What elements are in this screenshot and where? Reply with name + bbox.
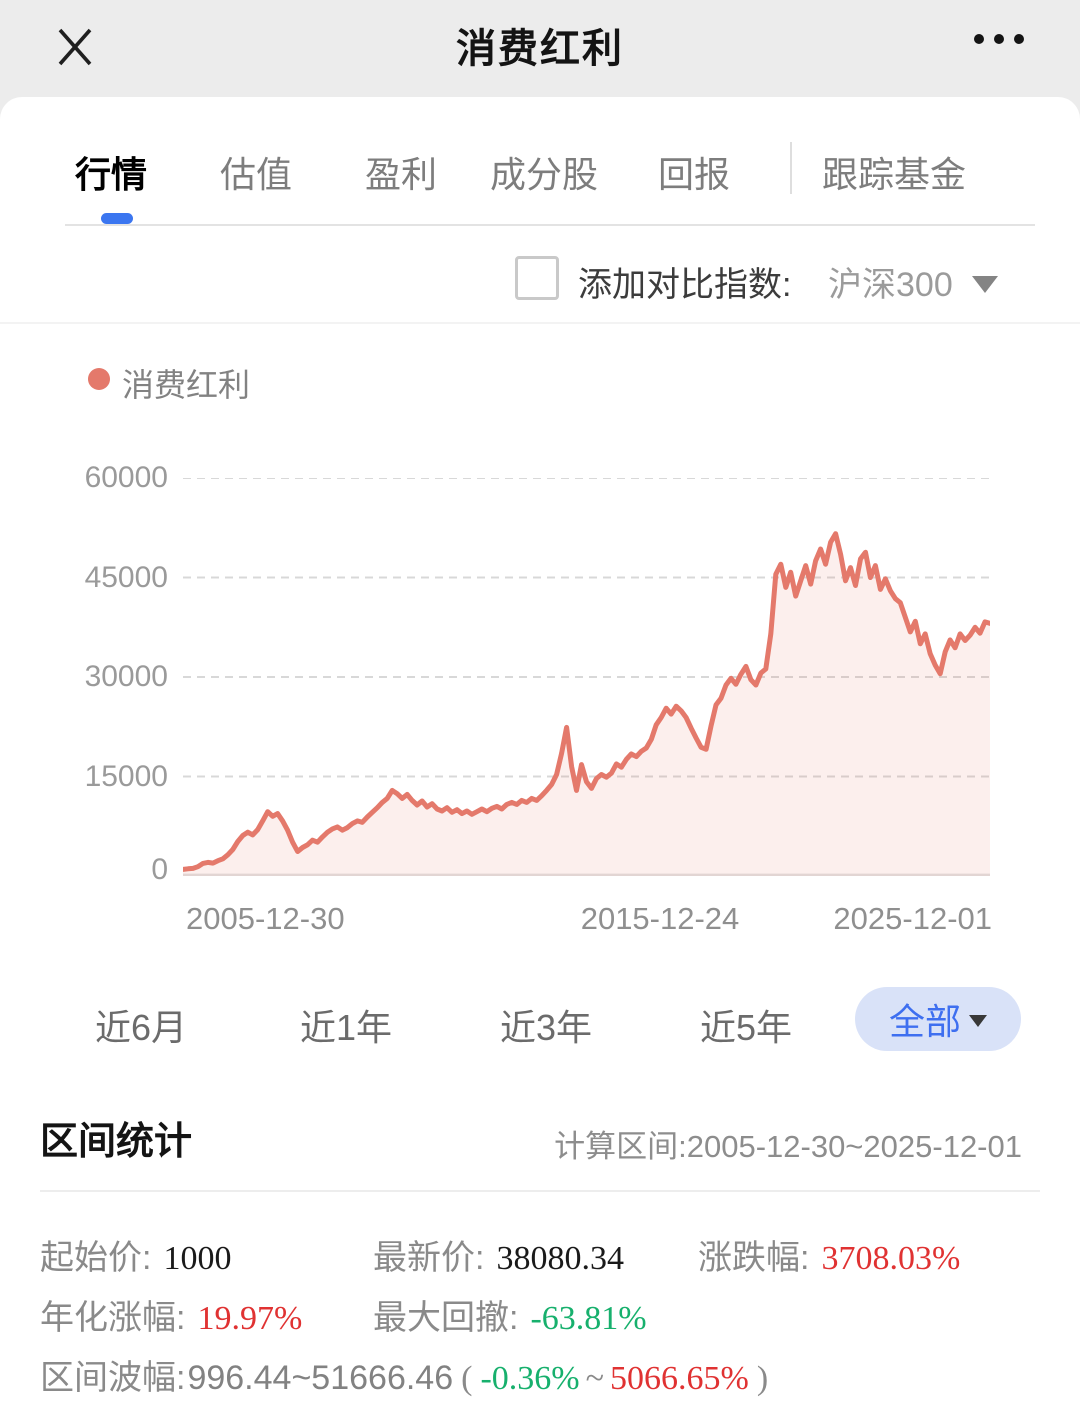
tab-underline-track	[65, 224, 1035, 226]
interval-stats-title: 区间统计	[40, 1121, 193, 1163]
x-axis-tick: 2025-12-01	[833, 901, 992, 936]
stat-start-price: 起始价: 1000	[40, 1239, 232, 1277]
stat-annualized: 年化涨幅: 19.97%	[40, 1299, 303, 1337]
section-divider	[0, 322, 1080, 324]
x-axis-tick: 2005-12-30	[186, 901, 345, 936]
tab-valuation[interactable]: 估值	[220, 154, 293, 195]
active-tab-indicator	[101, 213, 133, 224]
range-6m-button[interactable]: 近6月	[95, 1007, 188, 1048]
tab-earnings[interactable]: 盈利	[365, 154, 438, 195]
calc-range-text: 计算区间:2005-12-30~2025-12-01	[554, 1129, 1022, 1164]
tab-divider	[790, 142, 792, 194]
more-menu-icon[interactable]	[974, 34, 1024, 44]
range-all-button[interactable]: 全部	[855, 987, 1021, 1051]
compare-index-dropdown-icon[interactable]	[972, 276, 998, 293]
performance-chart[interactable]	[183, 478, 990, 876]
tab-returns[interactable]: 回报	[658, 154, 731, 195]
stat-latest-price: 最新价: 38080.34	[373, 1239, 624, 1277]
x-axis-tick: 2015-12-24	[580, 901, 740, 936]
page-title: 消费红利	[456, 27, 624, 71]
y-axis-tick: 45000	[84, 561, 168, 594]
stat-change-pct: 涨跌幅: 3708.03%	[698, 1239, 961, 1277]
range-3y-button[interactable]: 近3年	[500, 1007, 593, 1048]
stats-divider	[40, 1190, 1040, 1192]
range-5y-button[interactable]: 近5年	[700, 1007, 793, 1048]
range-all-label: 全部	[888, 1001, 961, 1042]
tab-tracking-funds[interactable]: 跟踪基金	[822, 154, 967, 195]
stat-max-drawdown: 最大回撤: -63.81%	[373, 1299, 647, 1337]
range-all-dropdown-icon	[969, 1015, 987, 1027]
stat-range-band: 区间波幅:996.44~51666.46(-0.36% ~5066.65%)	[40, 1359, 769, 1397]
tab-quotes[interactable]: 行情	[75, 154, 148, 195]
top-bar: 消费红利	[0, 0, 1080, 97]
compare-index-label: 添加对比指数:	[578, 266, 792, 304]
legend-series-label: 消费红利	[122, 367, 251, 403]
tab-constituents[interactable]: 成分股	[490, 154, 599, 195]
y-axis-tick: 30000	[84, 660, 168, 693]
close-icon[interactable]	[52, 18, 100, 74]
compare-index-selector[interactable]: 沪深300	[828, 266, 953, 304]
y-axis-tick: 0	[151, 853, 168, 886]
range-1y-button[interactable]: 近1年	[300, 1007, 393, 1048]
compare-index-checkbox[interactable]	[515, 256, 559, 300]
y-axis-tick: 15000	[84, 760, 168, 793]
legend-series-dot	[88, 368, 110, 390]
y-axis-tick: 60000	[84, 461, 168, 494]
